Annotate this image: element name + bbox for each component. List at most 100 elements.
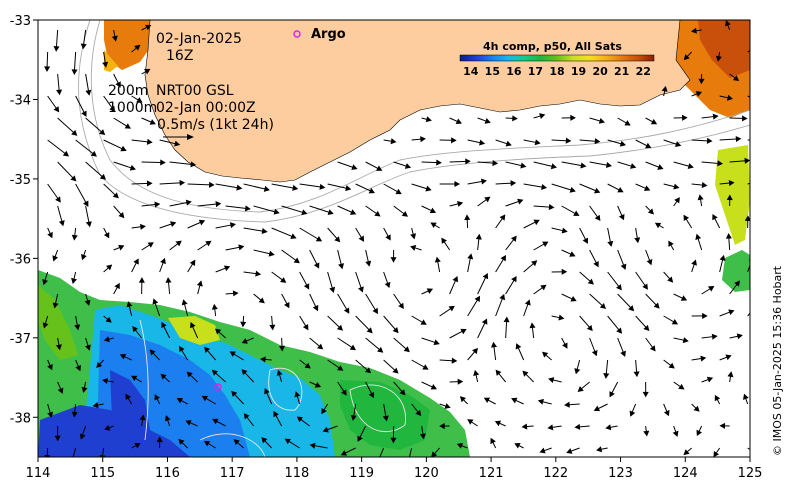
current-vector-head (564, 401, 570, 408)
current-vector-head (643, 185, 651, 191)
current-vector (379, 447, 385, 457)
current-vector-head (700, 355, 707, 362)
current-vector-head (701, 182, 708, 189)
current-vector-head (358, 235, 365, 242)
current-vector-head (515, 343, 522, 350)
current-vector-head (103, 336, 110, 343)
current-vector-head (642, 283, 648, 290)
current-vector-head (603, 373, 610, 379)
current-vector (758, 417, 762, 426)
current-vector-head (484, 196, 491, 203)
current-vector (758, 74, 768, 75)
current-vector-head (548, 377, 555, 384)
current-vector-head (44, 454, 51, 457)
current-vector-head (503, 316, 510, 323)
current-vector-head (736, 333, 743, 340)
current-vector-head (761, 23, 765, 27)
current-vector-head (430, 222, 437, 228)
current-vector-head (350, 414, 357, 421)
current-vector-head (696, 429, 703, 437)
current-vector-head (758, 238, 762, 242)
current-vector-head (229, 222, 236, 229)
current-vector-head (131, 375, 138, 382)
contour-200m-label: 200m (108, 83, 148, 99)
current-vector-head (304, 362, 311, 369)
current-vector-head (682, 337, 689, 344)
current-vector-head (401, 211, 409, 217)
current-vector-head (577, 386, 584, 392)
current-vector-head (520, 162, 527, 169)
current-vector-head (420, 319, 427, 325)
lon-tick-label: 121 (479, 466, 504, 481)
scale-label: 0.5m/s (1kt 24h) (157, 117, 274, 133)
current-vector-head (407, 458, 411, 462)
current-vector-head (42, 278, 49, 286)
current-vector-head (398, 302, 404, 310)
colorbar-tick-label: 20 (592, 65, 608, 78)
current-vector-head (212, 418, 219, 425)
current-vector-head (691, 259, 697, 266)
lon-tick-label: 120 (414, 466, 439, 481)
current-vector-head (81, 386, 88, 393)
current-vector-head (430, 384, 437, 390)
current-vector-head (190, 321, 196, 329)
current-vector-head (365, 260, 372, 267)
current-vector (758, 238, 762, 250)
current-vector-head (459, 396, 466, 403)
current-vector-head (164, 415, 171, 422)
current-vector-head (42, 322, 49, 329)
current-vector-head (133, 258, 139, 265)
current-vector-head (382, 415, 389, 422)
lon-tick-label: 122 (543, 466, 568, 481)
colorbar-title: 4h comp, p50, All Sats (483, 40, 622, 53)
current-vector-head (258, 297, 265, 304)
current-vector-head (241, 369, 248, 376)
current-vector-head (179, 345, 185, 353)
lon-tick-label: 119 (349, 466, 374, 481)
current-vector-head (672, 430, 679, 437)
current-vector-head (196, 280, 203, 287)
colorbar: 4h comp, p50, All Sats 14 15 16 17 18 19 20 21 2… (459, 40, 655, 78)
current-vector-head (284, 438, 291, 445)
current-vector-head (319, 183, 326, 190)
current-vector-head (103, 232, 110, 239)
current-vector (758, 160, 778, 162)
current-vector-head (695, 233, 702, 240)
current-vector-head (517, 198, 524, 205)
current-vector-head (727, 371, 734, 378)
current-vector-head (293, 257, 300, 264)
current-vector-head (129, 164, 136, 171)
current-vector-head (390, 257, 397, 263)
current-vector-head (574, 368, 581, 375)
colorbar-ticks: 14 15 16 17 18 19 20 21 22 (463, 65, 651, 78)
current-vector-head (491, 341, 498, 348)
current-vector-head (425, 116, 432, 123)
current-vector-head (539, 113, 546, 120)
current-vector-head (457, 378, 464, 385)
current-vector-head (211, 369, 218, 376)
current-vector-head (176, 397, 183, 404)
current-vector-head (643, 324, 650, 331)
date-label: 02-Jan-2025 (156, 31, 242, 47)
current-vector-head (698, 78, 705, 85)
current-vector-head (92, 402, 99, 409)
current-vector-head (755, 98, 760, 102)
current-vector-head (160, 257, 166, 265)
contour-sst-1 (139, 319, 149, 441)
hour-label: 16Z (166, 48, 193, 64)
current-vector-head (619, 140, 626, 147)
current-vector-head (366, 327, 373, 334)
current-vector-head (713, 450, 720, 457)
contour-sst-4 (199, 433, 266, 457)
current-vector-head (643, 430, 650, 437)
current-vector-head (243, 413, 250, 420)
current-vector-head (540, 284, 547, 291)
current-vector-head (273, 410, 279, 418)
current-vector-head (425, 185, 432, 192)
current-vector-head (403, 346, 410, 353)
argo-float-marker[interactable] (214, 383, 222, 391)
sst-patch-green-east (722, 250, 750, 292)
current-vector-head (178, 438, 185, 445)
current-vector-head (223, 265, 231, 272)
